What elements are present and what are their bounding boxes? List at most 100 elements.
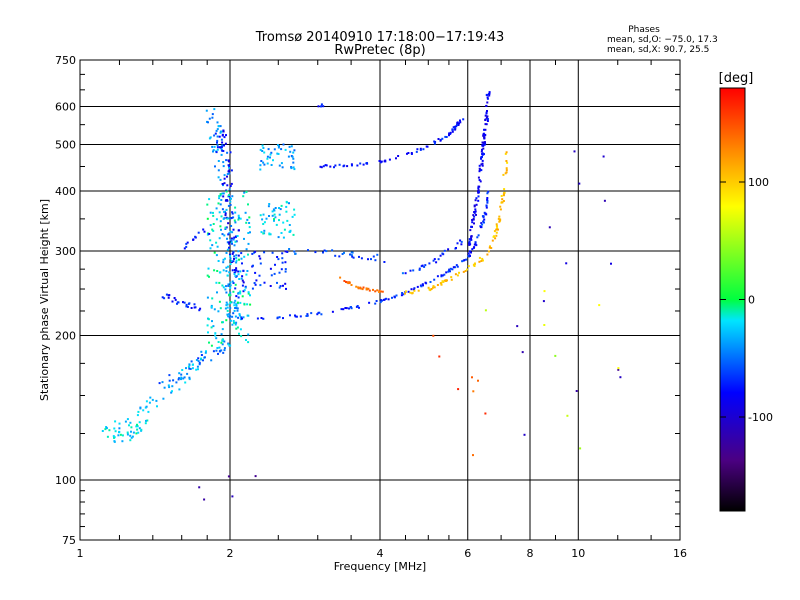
echo-point — [289, 314, 291, 317]
echo-point — [247, 314, 250, 317]
echo-point — [238, 332, 240, 335]
x-tick-label: 10 — [571, 547, 585, 560]
chart-title: Tromsø 20140910 17:18:00−17:19:43 — [255, 30, 505, 45]
echo-point — [485, 204, 488, 207]
echo-point — [341, 253, 344, 255]
phases-title: Phases — [628, 25, 660, 35]
echo-point — [113, 440, 116, 443]
echo-point — [200, 350, 203, 353]
echo-point — [224, 228, 227, 230]
echo-point — [292, 161, 295, 164]
echo-point — [548, 226, 551, 229]
echo-point — [197, 368, 199, 371]
echo-point — [281, 252, 284, 255]
echo-point — [480, 169, 483, 172]
echo-point — [486, 192, 489, 195]
echo-point — [459, 121, 462, 124]
echo-point — [422, 284, 424, 287]
echo-point — [230, 259, 233, 262]
echo-point — [217, 352, 219, 355]
echo-point — [483, 128, 485, 131]
echo-point — [366, 162, 369, 165]
echo-point — [248, 222, 251, 224]
echo-point — [478, 179, 481, 181]
echo-point — [486, 201, 489, 204]
echo-point — [266, 157, 269, 160]
echo-point — [258, 255, 261, 258]
echo-point — [236, 326, 239, 329]
echo-point — [269, 153, 272, 156]
echo-point — [126, 433, 129, 436]
echo-point — [220, 138, 223, 141]
echo-point — [208, 232, 211, 235]
echo-point — [437, 258, 440, 261]
echo-point — [254, 283, 257, 286]
echo-point — [231, 211, 234, 214]
echo-point — [226, 199, 229, 202]
y-tick-label: 200 — [55, 330, 76, 343]
echo-point — [237, 296, 240, 299]
echo-point — [478, 164, 481, 167]
echo-point — [223, 234, 226, 237]
echo-point — [235, 304, 238, 307]
echo-point — [443, 249, 446, 252]
echo-point — [284, 250, 287, 253]
echo-point — [455, 264, 458, 267]
echo-point — [222, 269, 225, 272]
echo-point — [334, 164, 337, 167]
echo-point — [230, 217, 233, 219]
x-tick-label: 2 — [227, 547, 234, 560]
echo-point — [299, 315, 302, 318]
echo-point — [234, 211, 237, 214]
echo-point — [285, 287, 287, 290]
echo-point — [246, 270, 249, 272]
echo-point — [474, 262, 476, 265]
echo-point — [239, 328, 242, 331]
echo-point — [198, 486, 201, 489]
echo-point — [481, 223, 484, 226]
echo-point — [619, 376, 622, 379]
echo-point — [407, 290, 410, 293]
echo-point — [481, 141, 484, 144]
plot-frame — [79, 59, 681, 541]
echo-point — [228, 172, 231, 175]
echo-point — [229, 253, 231, 256]
echo-point — [456, 124, 458, 126]
echo-point — [237, 291, 240, 294]
colorbar-ticks: 100 0 -100 — [720, 176, 773, 424]
echo-point — [241, 317, 243, 320]
echo-point — [333, 166, 335, 169]
echo-point — [357, 286, 360, 289]
echo-point — [202, 359, 204, 362]
echo-point — [168, 374, 171, 377]
echo-point — [225, 190, 228, 193]
echo-point — [197, 231, 200, 234]
echo-point — [404, 292, 406, 295]
echo-point — [244, 286, 247, 289]
echo-point — [241, 262, 243, 265]
echo-point — [209, 247, 212, 250]
echo-point — [195, 368, 198, 371]
echo-point — [229, 315, 232, 318]
echo-point — [219, 194, 222, 197]
echo-point — [603, 199, 606, 202]
echo-point — [220, 341, 223, 344]
echo-point — [485, 94, 488, 96]
echo-point — [234, 299, 237, 302]
echo-point — [229, 291, 232, 294]
echo-point — [474, 208, 477, 211]
echo-point — [410, 288, 413, 291]
echo-point — [222, 161, 225, 164]
echo-point — [543, 290, 546, 293]
echo-point — [486, 253, 489, 256]
echo-point — [215, 349, 218, 352]
echo-point — [420, 285, 423, 288]
echo-point — [419, 148, 422, 151]
echo-point — [445, 271, 448, 274]
echo-point — [412, 269, 415, 272]
echo-point — [191, 367, 194, 370]
echo-point — [222, 192, 225, 195]
echo-point — [202, 228, 205, 231]
echo-point — [289, 230, 292, 233]
echo-point — [185, 367, 187, 370]
